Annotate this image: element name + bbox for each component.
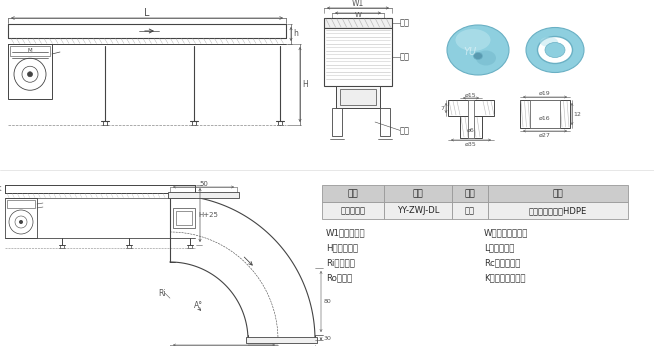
Bar: [380, 108, 390, 136]
Text: 超高分子聚乙烯HDPE: 超高分子聚乙烯HDPE: [529, 206, 587, 215]
Text: 12: 12: [573, 111, 581, 117]
Text: ø19: ø19: [539, 91, 551, 95]
Bar: [322, 202, 384, 219]
Text: Ro：外径: Ro：外径: [326, 273, 353, 282]
Ellipse shape: [473, 53, 483, 60]
Bar: [246, 337, 317, 343]
Circle shape: [27, 72, 33, 77]
Bar: [8, 44, 52, 99]
Text: H+25: H+25: [198, 212, 218, 218]
Text: 30: 30: [323, 336, 331, 340]
Bar: [488, 185, 628, 202]
Text: YY-ZWJ-DL: YY-ZWJ-DL: [397, 206, 439, 215]
Bar: [384, 185, 452, 202]
Text: 材质: 材质: [553, 189, 563, 198]
Bar: [452, 185, 488, 202]
Bar: [468, 100, 474, 138]
Bar: [460, 116, 482, 138]
Text: ø35: ø35: [465, 142, 477, 146]
Bar: [168, 192, 239, 198]
Bar: [10, 46, 50, 56]
Text: A°: A°: [194, 300, 203, 310]
Bar: [448, 100, 494, 116]
Ellipse shape: [526, 27, 584, 73]
Text: 7: 7: [440, 106, 444, 110]
Text: 皮带: 皮带: [400, 18, 410, 27]
Text: H: H: [302, 80, 308, 89]
Text: 50: 50: [199, 181, 208, 187]
Bar: [324, 28, 392, 86]
Text: 名称: 名称: [348, 189, 358, 198]
Bar: [324, 18, 392, 28]
Text: 支腿: 支腿: [400, 126, 410, 135]
Text: 白色: 白色: [465, 206, 475, 215]
Text: 规格: 规格: [413, 189, 423, 198]
Bar: [173, 208, 195, 228]
Text: Ri: Ri: [158, 289, 166, 298]
Text: ø15: ø15: [465, 92, 477, 98]
Bar: [7, 200, 35, 208]
Bar: [488, 202, 628, 219]
Text: 机身: 机身: [400, 53, 410, 62]
Text: H：机身高度: H：机身高度: [326, 244, 358, 253]
Bar: [452, 202, 488, 219]
Bar: [384, 202, 452, 219]
Text: W: W: [354, 12, 362, 18]
Text: W1: W1: [352, 0, 364, 9]
Text: ø6: ø6: [467, 127, 475, 133]
Text: W1：机身宽度: W1：机身宽度: [326, 228, 366, 237]
Bar: [340, 89, 376, 105]
Bar: [322, 185, 384, 202]
Text: ø16: ø16: [539, 116, 551, 120]
Text: YU: YU: [464, 47, 477, 57]
Ellipse shape: [538, 36, 572, 64]
Bar: [530, 100, 560, 128]
Text: K: K: [0, 186, 1, 192]
Bar: [5, 198, 37, 238]
Text: 80: 80: [323, 299, 331, 304]
Bar: [176, 211, 192, 225]
Ellipse shape: [540, 37, 558, 47]
Text: K：输送台面厂度: K：输送台面厂度: [484, 273, 526, 282]
Circle shape: [19, 220, 23, 224]
Text: W：皮带有效宽度: W：皮带有效宽度: [484, 228, 528, 237]
Bar: [332, 108, 342, 136]
Text: 转弯机导轮: 转弯机导轮: [341, 206, 366, 215]
Text: L: L: [145, 8, 150, 18]
Bar: [336, 86, 380, 108]
Ellipse shape: [447, 25, 509, 75]
Ellipse shape: [545, 43, 565, 57]
Text: 颜色: 颜色: [464, 189, 475, 198]
Text: M: M: [27, 48, 32, 54]
Bar: [520, 100, 570, 128]
Ellipse shape: [476, 51, 496, 65]
Text: h: h: [294, 29, 298, 38]
Text: ø27: ø27: [539, 133, 551, 137]
Text: Ri：内半径: Ri：内半径: [326, 258, 355, 267]
Text: Rc：中心半径: Rc：中心半径: [484, 258, 521, 267]
Ellipse shape: [455, 29, 490, 51]
Text: L：机身长度: L：机身长度: [484, 244, 515, 253]
